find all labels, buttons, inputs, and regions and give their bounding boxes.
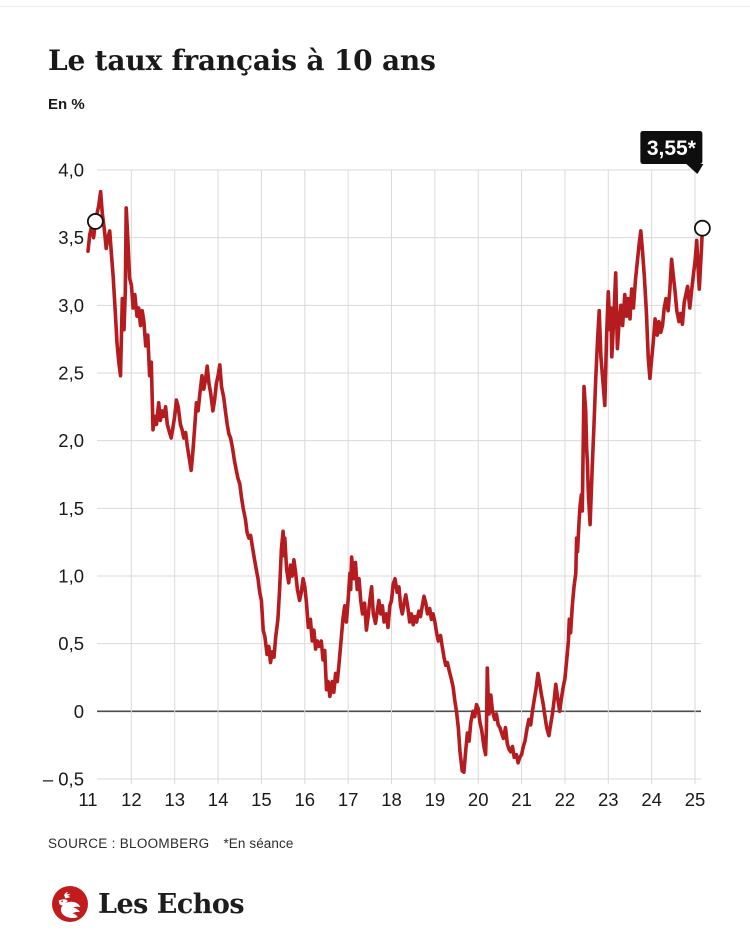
x-tick-label: 11 <box>78 789 97 810</box>
y-tick-label: 0,5 <box>58 633 84 654</box>
x-tick-label: 18 <box>381 789 402 810</box>
x-tick-label: 21 <box>511 789 532 810</box>
annotation-pointer <box>686 164 704 174</box>
x-tick-label: 22 <box>555 789 576 810</box>
x-tick-label: 12 <box>121 789 142 810</box>
x-tick-label: 14 <box>208 789 229 810</box>
y-tick-label: 0 <box>74 701 84 722</box>
y-tick-label: 1,5 <box>58 498 84 519</box>
end-marker <box>693 219 711 237</box>
x-tick-label: 19 <box>425 789 446 810</box>
x-tick-label: 15 <box>251 789 272 810</box>
y-tick-label: 2,5 <box>58 363 84 384</box>
y-tick-label: 2,0 <box>58 430 84 451</box>
x-tick-label: 24 <box>641 789 662 810</box>
x-tick-label: 16 <box>294 789 315 810</box>
lesechos-logo-icon <box>52 886 88 922</box>
series-line <box>86 189 705 774</box>
line-chart: 4,0 3,5 3,0 2,5 2,0 1,5 1,0 0,5 0 – 0,511 12 13 14 15… <box>43 131 711 810</box>
source-text: SOURCE : BLOOMBERG <box>48 836 210 851</box>
annotation-bubble <box>640 131 703 164</box>
lesechos-wordmark: Les Echos <box>98 888 245 920</box>
y-tick-label: 1,0 <box>58 566 84 587</box>
rooster-icon <box>58 891 81 919</box>
logo: Les Echos <box>52 886 245 922</box>
annotation-label: 3,55* <box>647 137 697 160</box>
rooster-eye <box>61 900 64 903</box>
x-tick-label: 17 <box>338 789 359 810</box>
top-divider <box>0 6 750 7</box>
y-tick-label: 3,0 <box>58 295 84 316</box>
y-tick-label: – 0,5 <box>43 769 84 790</box>
x-tick-label: 13 <box>164 789 185 810</box>
source-line: SOURCE : BLOOMBERG *En séance <box>48 836 294 851</box>
chart-title: Le taux français à 10 ans <box>48 44 436 77</box>
axis-unit-label: En % <box>48 96 85 113</box>
footnote-text: *En séance <box>223 836 294 851</box>
y-tick-label: 4,0 <box>58 160 84 181</box>
x-tick-label: 23 <box>598 789 619 810</box>
start-marker <box>86 213 104 230</box>
y-tick-label: 3,5 <box>58 227 84 248</box>
x-tick-label: 20 <box>468 789 489 810</box>
x-tick-label: 25 <box>685 789 706 810</box>
